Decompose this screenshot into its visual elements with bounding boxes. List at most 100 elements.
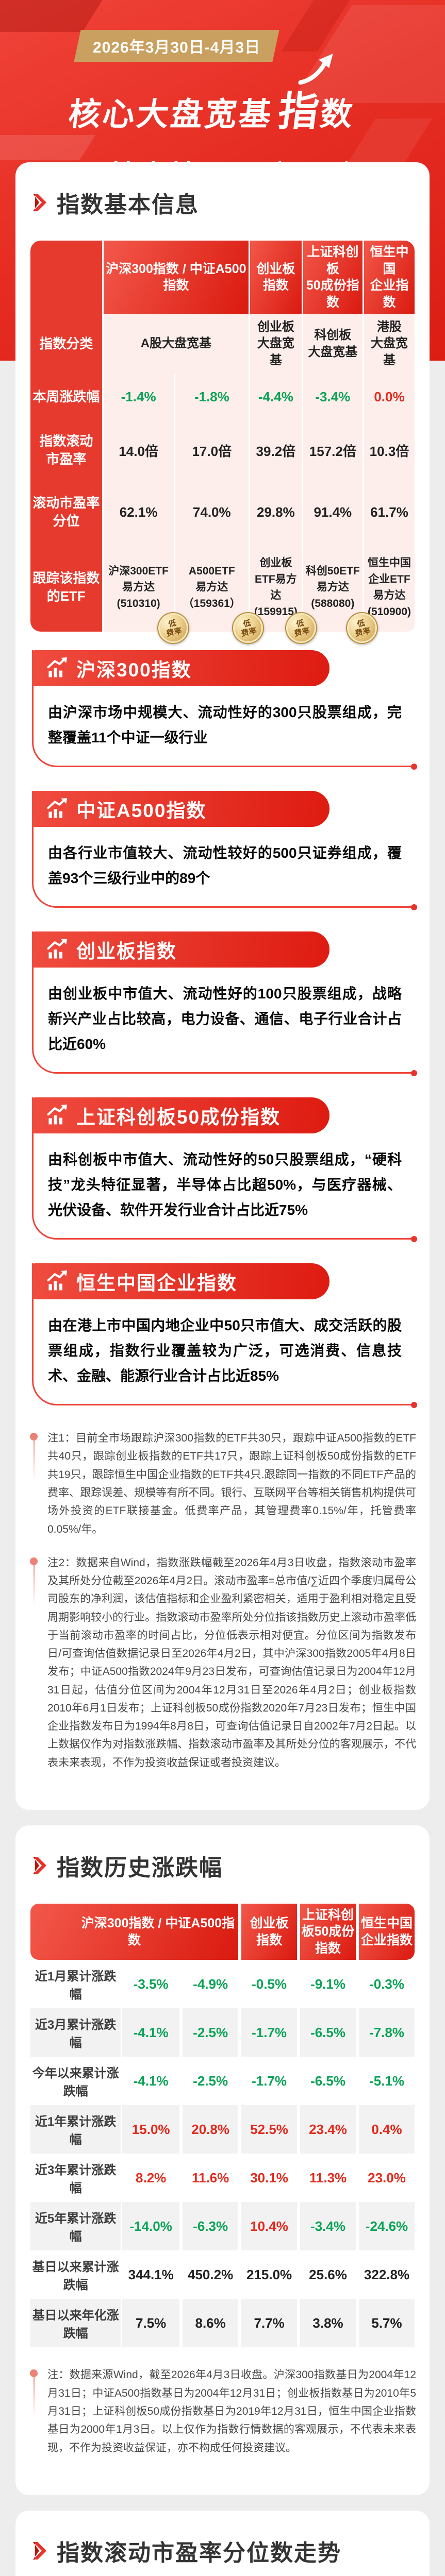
table-cell: -14.0%	[122, 2202, 180, 2251]
up-arrow-icon	[298, 54, 333, 85]
row-label: 滚动市盈率 分位	[30, 481, 102, 544]
table-cell: 157.2倍	[303, 419, 362, 482]
table-cell: -3.5%	[133, 1976, 169, 1992]
table-cell: 61.7%	[364, 481, 415, 544]
index-section-header: 中证A500指数	[32, 791, 330, 827]
table-cell: A股大盘宽基	[103, 314, 249, 375]
table-cell: 62.1%	[103, 481, 174, 544]
index-description: 由创业板中市值大、流动性好的100只股票组成，战略新兴产业占比较高，电力设备、通…	[48, 986, 402, 1053]
table-row: 近3年累计涨跌幅 8.2% 11.6% 30.1% 11.3% 23.0%	[30, 2154, 415, 2202]
table-cell: 91.4%	[303, 481, 362, 544]
table-cell: -5.1%	[357, 2057, 415, 2106]
row-label: 基日以来累计涨跌幅	[32, 2260, 119, 2293]
table-cell: -4.9%	[181, 1960, 238, 2009]
table-cell: 10.3倍	[364, 419, 415, 482]
table-cell: -3.4%	[299, 2202, 356, 2251]
table-cell: 39.2倍	[250, 419, 302, 482]
row-label: 近1月累计涨跌幅	[35, 1970, 117, 2002]
bar-chart-icon	[47, 1270, 68, 1291]
chevron-icon	[33, 194, 46, 211]
table-cell: -1.4%	[103, 374, 174, 420]
basic-info-table: 沪深300指数 / 中证A500指数 创业板 指数 上证科创板 50成份指数 恒生中国…	[29, 241, 416, 647]
index-name: 沪深300指数	[76, 659, 192, 681]
basic-info-notes: 注1：目前全市场跟踪沪深300指数的ETF共30只，跟踪中证A500指数的ETF…	[29, 1429, 416, 1772]
index-name: 中证A500指数	[76, 800, 207, 822]
table-cell: -6.5%	[299, 2057, 356, 2106]
table-cell: -1.7%	[240, 2008, 298, 2057]
table-cell: 29.8%	[250, 481, 302, 544]
column-header: 创业板 指数	[250, 241, 302, 314]
table-cell: 10.4%	[240, 2202, 298, 2251]
chevron-icon	[33, 2541, 46, 2560]
row-label: 跟踪该指数 的ETF	[30, 543, 102, 632]
table-cell: 11.3%	[299, 2154, 356, 2202]
history-table: 沪深300指数 / 中证A500指数 创业板 指数 上证科创 板50成份 指数 恒生中…	[29, 1903, 416, 2348]
table-cell: 344.1%	[128, 2266, 174, 2282]
index-section-header: 沪深300指数	[32, 650, 330, 687]
table-cell: 23.0%	[357, 2154, 415, 2202]
index-section-header: 恒生中国企业指数	[32, 1263, 330, 1300]
column-header: 上证科创 板50成份 指数	[299, 1903, 356, 1960]
table-cell: -1.8%	[175, 374, 249, 420]
corner-cell	[30, 241, 102, 314]
section-title-history: 指数历史涨跌幅	[32, 1849, 416, 1882]
note-1: 注1：目前全市场跟踪沪深300指数的ETF共30只，跟踪中证A500指数的ETF…	[29, 1429, 416, 1538]
column-header: 恒生中国 企业指数	[357, 1903, 415, 1960]
table-cell: 30.1%	[240, 2154, 297, 2202]
decoration-stripe	[0, 0, 113, 32]
column-header: 沪深300指数 / 中证A500指数	[103, 241, 249, 314]
row-label: 近3月累计涨跌幅	[30, 2008, 121, 2057]
row-label: 指数分类	[30, 314, 102, 375]
table-row: 滚动市盈率 分位 62.1% 74.0% 29.8% 91.4% 61.7%	[30, 481, 415, 544]
table-row: 近3月累计涨跌幅 -4.1% -2.5% -1.7% -6.5% -7.8%	[30, 2008, 415, 2057]
table-cell: 创业板 ETF易方达 (159915) 低 费率	[250, 543, 320, 647]
table-cell: 17.0倍	[175, 419, 249, 482]
table-row: 本周涨跌幅 -1.4% -1.8% -4.4% -3.4% 0.0%	[30, 374, 415, 420]
table-row: 近1月累计涨跌幅 -3.5% -4.9% -0.5% -9.1% -0.3%	[30, 1960, 415, 2009]
table-cell: 20.8%	[181, 2105, 239, 2154]
table-cell: -0.5%	[240, 1960, 297, 2009]
date-badge: 2026年3月30日-4月3日	[74, 30, 279, 62]
section-title-basic-info: 指数基本信息	[32, 186, 416, 219]
index-section-header: 创业板指数	[32, 931, 330, 968]
table-cell: 23.4%	[299, 2105, 356, 2154]
index-description: 由沪深市场中规模大、流动性好的300只股票组成，完整覆盖11个中证一级行业	[48, 704, 402, 746]
table-header-row: 沪深300指数 / 中证A500指数 创业板 指数 上证科创板 50成份指数 恒生中国…	[30, 241, 415, 314]
table-cell: 0.0%	[364, 374, 415, 420]
table-cell: 3.8%	[299, 2299, 356, 2348]
table-header-row: 沪深300指数 / 中证A500指数 创业板 指数 上证科创 板50成份 指数 恒生中…	[30, 1903, 415, 1960]
section-title-pe-trend: 指数滚动市盈率分位数走势	[32, 2534, 416, 2567]
table-cell: 创业板 大盘宽基	[250, 314, 302, 375]
index-section-3: 创业板指数由创业板中市值大、流动性好的100只股票组成，战略新兴产业占比较高，电…	[32, 931, 417, 1077]
row-label: 本周涨跌幅	[30, 374, 102, 420]
table-row: 近1年累计涨跌幅 15.0% 20.8% 52.5% 23.4% 0.4%	[30, 2105, 415, 2154]
table-cell: 科创板 大盘宽基	[303, 314, 362, 375]
table-cell: 52.5%	[240, 2105, 298, 2154]
table-row: 今年以来累计涨跌幅 -4.1% -2.5% -1.7% -6.5% -5.1%	[30, 2057, 415, 2106]
table-cell: 港股 大盘宽基	[364, 314, 415, 375]
bar-chart-icon	[47, 798, 68, 818]
table-cell: -2.5%	[181, 2057, 238, 2106]
history-card: 指数历史涨跌幅 沪深300指数 / 中证A500指数 创业板 指数 上证科创 板50…	[15, 1825, 430, 2495]
index-section-5: 恒生中国企业指数由在港上市中国内地企业中50只市值大、成交活跃的股票组成，指数行…	[32, 1263, 417, 1409]
table-cell: -6.5%	[299, 2008, 356, 2057]
row-label: 近5年累计涨跌幅	[30, 2202, 121, 2251]
bar-chart-icon	[47, 1105, 68, 1125]
table-cell: -4.1%	[133, 2073, 169, 2089]
table-cell: 5.7%	[357, 2299, 415, 2348]
pe-trend-card: 指数滚动市盈率分位数走势 沪深300指数0%20%40%60%80%100%20…	[15, 2510, 430, 2576]
table-cell: 7.7%	[240, 2299, 298, 2348]
row-label: 今年以来累计涨跌幅	[32, 2066, 119, 2099]
table-cell: 14.0倍	[103, 419, 174, 482]
column-header: 恒生中国 企业指数	[364, 241, 415, 314]
table-cell: 8.6%	[181, 2299, 239, 2348]
table-row: 基日以来累计涨跌幅 344.1% 450.2% 215.0% 25.6% 322.8%	[30, 2250, 415, 2299]
table-cell: 25.6%	[299, 2250, 356, 2299]
row-label: 指数滚动 市盈率	[30, 419, 102, 482]
table-cell: -3.4%	[303, 374, 362, 420]
table-cell: -2.5%	[181, 2008, 239, 2057]
table-row: 指数滚动 市盈率 14.0倍 17.0倍 39.2倍 157.2倍 10.3倍	[30, 419, 415, 482]
index-description: 由在港上市中国内地企业中50只市值大、成交活跃的股票组成，指数行业覆盖较为广泛，…	[48, 1317, 402, 1384]
table-cell: -0.3%	[357, 1960, 415, 2009]
table-cell: 11.6%	[181, 2154, 238, 2202]
